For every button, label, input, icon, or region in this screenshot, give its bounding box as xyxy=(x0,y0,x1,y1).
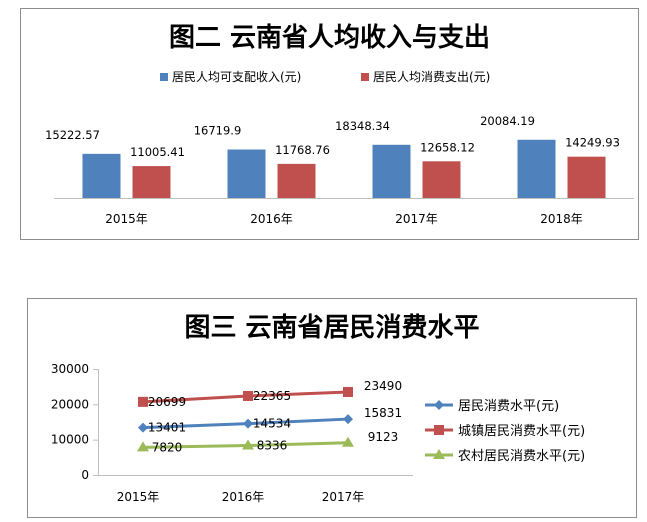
legend-label: 居民人均可支配收入(元) xyxy=(172,70,301,84)
bar xyxy=(277,163,316,198)
data-point xyxy=(138,422,148,433)
data-point xyxy=(343,387,353,398)
data-label: 22365 xyxy=(253,389,291,403)
bar xyxy=(567,156,606,198)
data-label: 13401 xyxy=(148,421,186,435)
y-tick-label: 20000 xyxy=(51,397,89,411)
data-label: 16719.9 xyxy=(194,124,242,138)
data-label: 18348.34 xyxy=(335,119,390,133)
data-label: 9123 xyxy=(368,430,399,444)
y-tick-label: 0 xyxy=(81,468,89,482)
data-label: 15831 xyxy=(364,406,402,420)
data-point xyxy=(434,400,444,410)
x-tick-label: 2015年 xyxy=(117,490,160,504)
legend-label: 居民人均消费支出(元) xyxy=(373,70,490,84)
bar xyxy=(422,161,461,198)
legend-swatch xyxy=(361,73,369,81)
data-label: 20699 xyxy=(148,395,186,409)
legend-swatch xyxy=(160,73,168,81)
data-label: 11005.41 xyxy=(130,145,185,159)
data-point xyxy=(434,425,444,435)
data-label: 23490 xyxy=(364,379,402,393)
data-label: 14249.93 xyxy=(565,136,620,150)
data-point xyxy=(342,436,354,447)
bar xyxy=(227,149,266,198)
data-label: 12658.12 xyxy=(420,140,475,154)
data-label: 14534 xyxy=(253,417,291,431)
data-point xyxy=(433,449,445,459)
bar xyxy=(132,166,171,198)
legend-label: 居民消费水平(元) xyxy=(458,399,559,414)
x-tick-label: 2018年 xyxy=(540,212,583,226)
x-tick-label: 2016年 xyxy=(222,490,265,504)
consumption-chart-panel: 图三 云南省居民消费水平 0 10000 20000 30000 2015年 2016年 2… xyxy=(27,298,637,518)
income-expense-chart-panel: 图二 云南省人均收入与支出 居民人均可支配收入(元) 居民人均消费支出(元) 152… xyxy=(20,8,639,240)
x-tick-label: 2017年 xyxy=(395,212,438,226)
x-tick-label: 2017年 xyxy=(322,490,365,504)
y-tick-label: 10000 xyxy=(51,433,89,447)
data-point xyxy=(243,418,253,429)
bar xyxy=(82,153,121,198)
data-point xyxy=(137,441,149,452)
data-point xyxy=(138,396,148,407)
chart-title: 图三 云南省居民消费水平 xyxy=(184,313,480,343)
data-point xyxy=(343,414,353,425)
y-tick-label: 30000 xyxy=(51,362,89,376)
bar xyxy=(517,139,556,198)
data-point xyxy=(242,439,254,450)
data-label: 11768.76 xyxy=(275,143,330,157)
data-label: 8336 xyxy=(257,439,288,453)
bar xyxy=(372,144,411,198)
bar-chart: 居民人均可支配收入(元) 居民人均消费支出(元) 15222.57 11005.41 2… xyxy=(45,70,634,226)
legend-label: 农村居民消费水平(元) xyxy=(458,449,585,464)
data-point xyxy=(243,390,253,401)
x-tick-label: 2015年 xyxy=(105,212,148,226)
x-tick-label: 2016年 xyxy=(250,212,293,226)
line-chart: 0 10000 20000 30000 2015年 2016年 2017年 13401 1453… xyxy=(51,362,585,504)
chart-title: 图二 云南省人均收入与支出 xyxy=(168,23,491,53)
data-label: 7820 xyxy=(152,440,183,454)
legend-label: 城镇居民消费水平(元) xyxy=(458,424,585,439)
data-label: 20084.19 xyxy=(480,114,535,128)
data-label: 15222.57 xyxy=(45,128,100,142)
